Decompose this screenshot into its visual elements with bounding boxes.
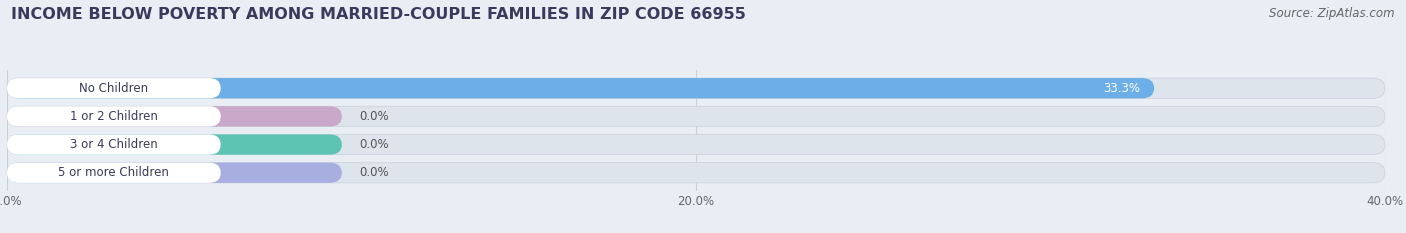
Text: 0.0%: 0.0% — [359, 166, 388, 179]
FancyBboxPatch shape — [7, 163, 1385, 183]
FancyBboxPatch shape — [7, 134, 221, 155]
Text: 5 or more Children: 5 or more Children — [59, 166, 169, 179]
Text: 1 or 2 Children: 1 or 2 Children — [70, 110, 157, 123]
FancyBboxPatch shape — [7, 106, 1385, 127]
Text: 0.0%: 0.0% — [359, 138, 388, 151]
FancyBboxPatch shape — [7, 163, 221, 183]
FancyBboxPatch shape — [7, 78, 1154, 98]
Text: No Children: No Children — [79, 82, 149, 95]
FancyBboxPatch shape — [7, 134, 1385, 155]
FancyBboxPatch shape — [7, 106, 342, 127]
Text: 0.0%: 0.0% — [359, 110, 388, 123]
FancyBboxPatch shape — [7, 106, 221, 127]
Text: 33.3%: 33.3% — [1104, 82, 1140, 95]
FancyBboxPatch shape — [7, 134, 342, 155]
Text: INCOME BELOW POVERTY AMONG MARRIED-COUPLE FAMILIES IN ZIP CODE 66955: INCOME BELOW POVERTY AMONG MARRIED-COUPL… — [11, 7, 747, 22]
Text: Source: ZipAtlas.com: Source: ZipAtlas.com — [1270, 7, 1395, 20]
FancyBboxPatch shape — [7, 78, 1385, 98]
FancyBboxPatch shape — [7, 163, 342, 183]
FancyBboxPatch shape — [7, 78, 221, 98]
Text: 3 or 4 Children: 3 or 4 Children — [70, 138, 157, 151]
